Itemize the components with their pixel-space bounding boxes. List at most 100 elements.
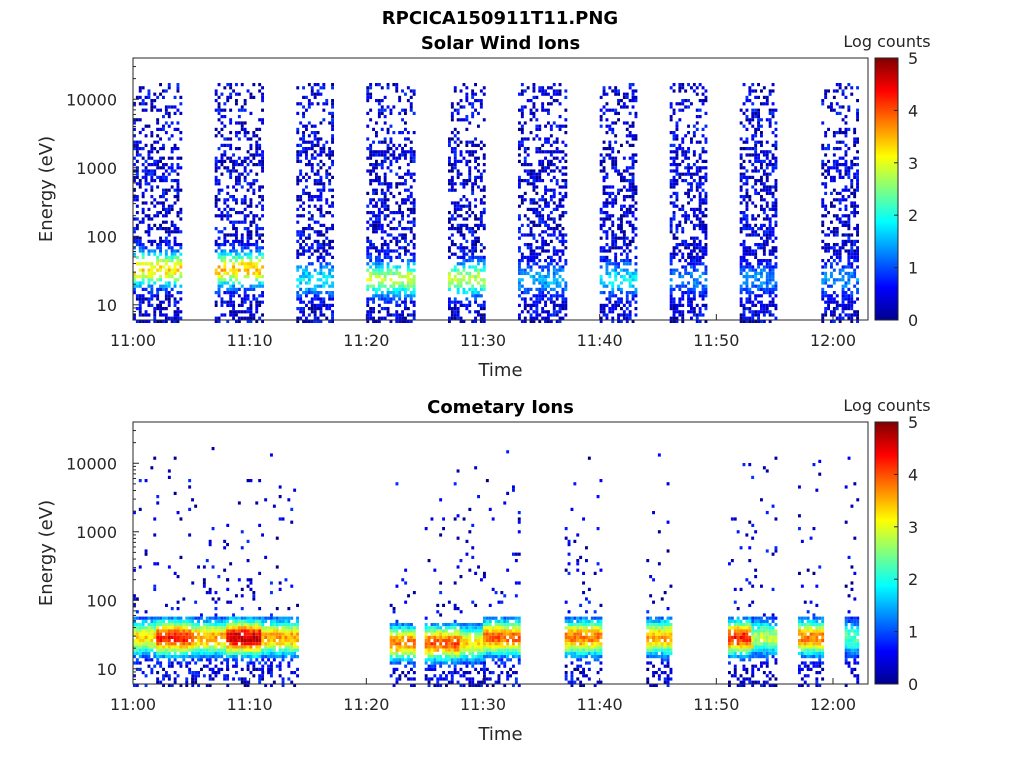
heatmap-cell: [523, 271, 527, 275]
heatmap-cell: [541, 316, 545, 320]
heatmap-cell: [261, 92, 264, 96]
heatmap-cell: [827, 249, 830, 253]
heatmap-cell: [625, 121, 629, 125]
heatmap-cell: [555, 156, 559, 160]
heatmap-cell: [608, 195, 612, 199]
heatmap-cell: [147, 291, 151, 295]
heatmap-cell: [479, 278, 483, 282]
heatmap-cell: [369, 95, 373, 99]
heatmap-cell: [558, 150, 562, 154]
heatmap-cell: [605, 153, 609, 157]
heatmap-cell: [255, 265, 259, 269]
heatmap-cell: [765, 303, 769, 307]
heatmap-cell: [561, 233, 565, 237]
heatmap-cell: [380, 127, 384, 131]
heatmap-cell: [526, 153, 530, 157]
heatmap-cell: [853, 239, 857, 243]
heatmap-cell: [138, 147, 142, 151]
heatmap-cell: [322, 86, 326, 90]
heatmap-cell: [307, 287, 311, 291]
heatmap-cell: [448, 143, 451, 147]
heatmap-cell: [529, 207, 533, 211]
heatmap-cell: [462, 195, 466, 199]
heatmap-cell: [669, 259, 673, 263]
heatmap-cell: [544, 156, 547, 160]
heatmap-cell: [398, 220, 402, 224]
heatmap-cell: [768, 223, 772, 227]
heatmap-cell: [620, 236, 623, 240]
heatmap-cell: [838, 201, 842, 205]
heatmap-cell: [235, 291, 238, 295]
heatmap-cell: [179, 188, 183, 192]
heatmap-cell: [448, 275, 451, 279]
heatmap-cell: [687, 310, 690, 314]
heatmap-cell: [232, 310, 235, 314]
heatmap-cell: [544, 201, 547, 205]
heatmap-cell: [220, 313, 224, 317]
heatmap-cell: [698, 243, 702, 247]
heatmap-cell: [745, 214, 749, 218]
heatmap-cell: [150, 217, 154, 221]
heatmap-cell: [672, 246, 676, 250]
heatmap-cell: [302, 271, 305, 275]
heatmap-cell: [302, 268, 305, 272]
heatmap-cell: [471, 239, 475, 243]
heatmap-cell: [672, 131, 676, 135]
heatmap-cell: [701, 284, 705, 288]
heatmap-cell: [614, 159, 618, 163]
heatmap-cell: [628, 284, 632, 288]
heatmap-cell: [380, 204, 384, 208]
heatmap-cell: [159, 259, 162, 263]
heatmap-cell: [135, 294, 139, 298]
heatmap-cell: [459, 319, 463, 323]
heatmap-cell: [520, 179, 524, 183]
heatmap-cell: [217, 319, 221, 323]
heatmap-cell: [617, 99, 620, 103]
heatmap-cell: [611, 185, 615, 189]
heatmap-cell: [602, 105, 606, 109]
heatmap-cell: [465, 182, 469, 186]
heatmap-cell: [223, 198, 227, 202]
heatmap-cell: [835, 169, 839, 173]
heatmap-cell: [617, 313, 620, 317]
heatmap-cell: [675, 284, 679, 288]
heatmap-cell: [401, 319, 404, 323]
heatmap-cell: [135, 147, 139, 151]
heatmap-cell: [395, 172, 399, 176]
heatmap-cell: [754, 294, 758, 298]
heatmap-cell: [162, 284, 165, 288]
heatmap-cell: [558, 307, 562, 311]
heatmap-cell: [138, 131, 142, 135]
heatmap-cell: [249, 204, 253, 208]
heatmap-cell: [453, 182, 457, 186]
heatmap-cell: [675, 137, 679, 141]
heatmap-cell: [856, 287, 859, 291]
heatmap-cell: [690, 220, 693, 224]
heatmap-cell: [328, 188, 332, 192]
heatmap-cell: [412, 153, 416, 157]
heatmap-cell: [135, 211, 139, 215]
heatmap-cell: [850, 313, 854, 317]
heatmap-cell: [558, 259, 562, 263]
heatmap-cell: [704, 233, 708, 237]
heatmap-cell: [745, 207, 749, 211]
heatmap-cell: [144, 143, 148, 147]
heatmap-cell: [692, 243, 696, 247]
heatmap-cell: [325, 249, 329, 253]
heatmap-cell: [835, 163, 839, 167]
heatmap-cell: [409, 230, 413, 234]
heatmap-cell: [252, 153, 256, 157]
heatmap-cell: [159, 278, 162, 282]
heatmap-cell: [261, 252, 264, 256]
heatmap-cell: [133, 597, 136, 601]
heatmap-cell: [141, 175, 145, 179]
heatmap-cell: [383, 271, 387, 275]
heatmap-cell: [526, 182, 530, 186]
heatmap-cell: [258, 275, 262, 279]
heatmap-cell: [296, 182, 300, 186]
heatmap-cell: [261, 284, 264, 288]
heatmap-cell: [844, 95, 848, 99]
heatmap-cell: [751, 310, 755, 314]
heatmap-cell: [135, 195, 139, 199]
heatmap-cell: [622, 185, 626, 189]
